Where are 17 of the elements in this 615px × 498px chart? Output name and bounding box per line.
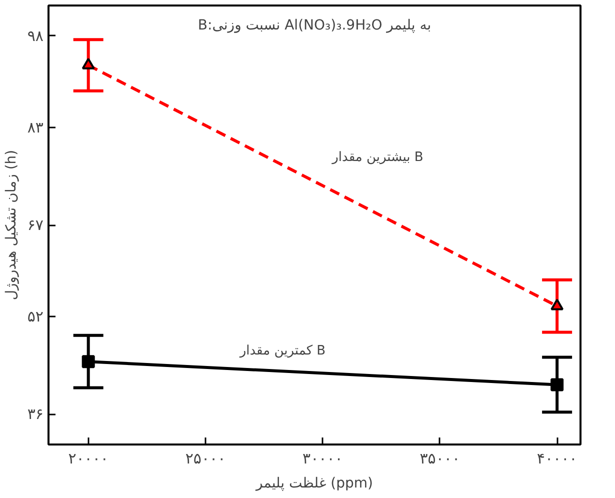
point [550,378,564,392]
x-tick-label: ۳۵۰۰۰ [420,450,460,468]
y-tick-label: ۵۲ [27,307,44,326]
y-tick-label: ۸۳ [27,118,44,136]
y-tick-label: ۶۷ [27,216,44,234]
x-tick-label: ۳۰۰۰۰ [302,450,343,468]
series-label: کمترین مقدار B [238,344,326,359]
x-tick-label: ۴۰۰۰۰ [536,450,578,468]
y-axis-title: زمان تشکیل هیدروژل (h) [3,150,20,300]
y-tick-label: ۹۸ [27,26,44,45]
text: B:نسبت وزنی Al(NO₃)₃.9H₂O به پلیمر [198,18,432,34]
x-tick-label: ۲۵۰۰۰ [185,450,226,468]
x-axis-title: غلظت پلیمر (ppm) [255,476,374,492]
point [82,355,95,368]
x-tick-label: ۲۰۰۰۰ [68,450,108,468]
series-label: بیشترین مقدار B [331,150,424,166]
y-tick-label: ۳۶ [27,405,44,424]
